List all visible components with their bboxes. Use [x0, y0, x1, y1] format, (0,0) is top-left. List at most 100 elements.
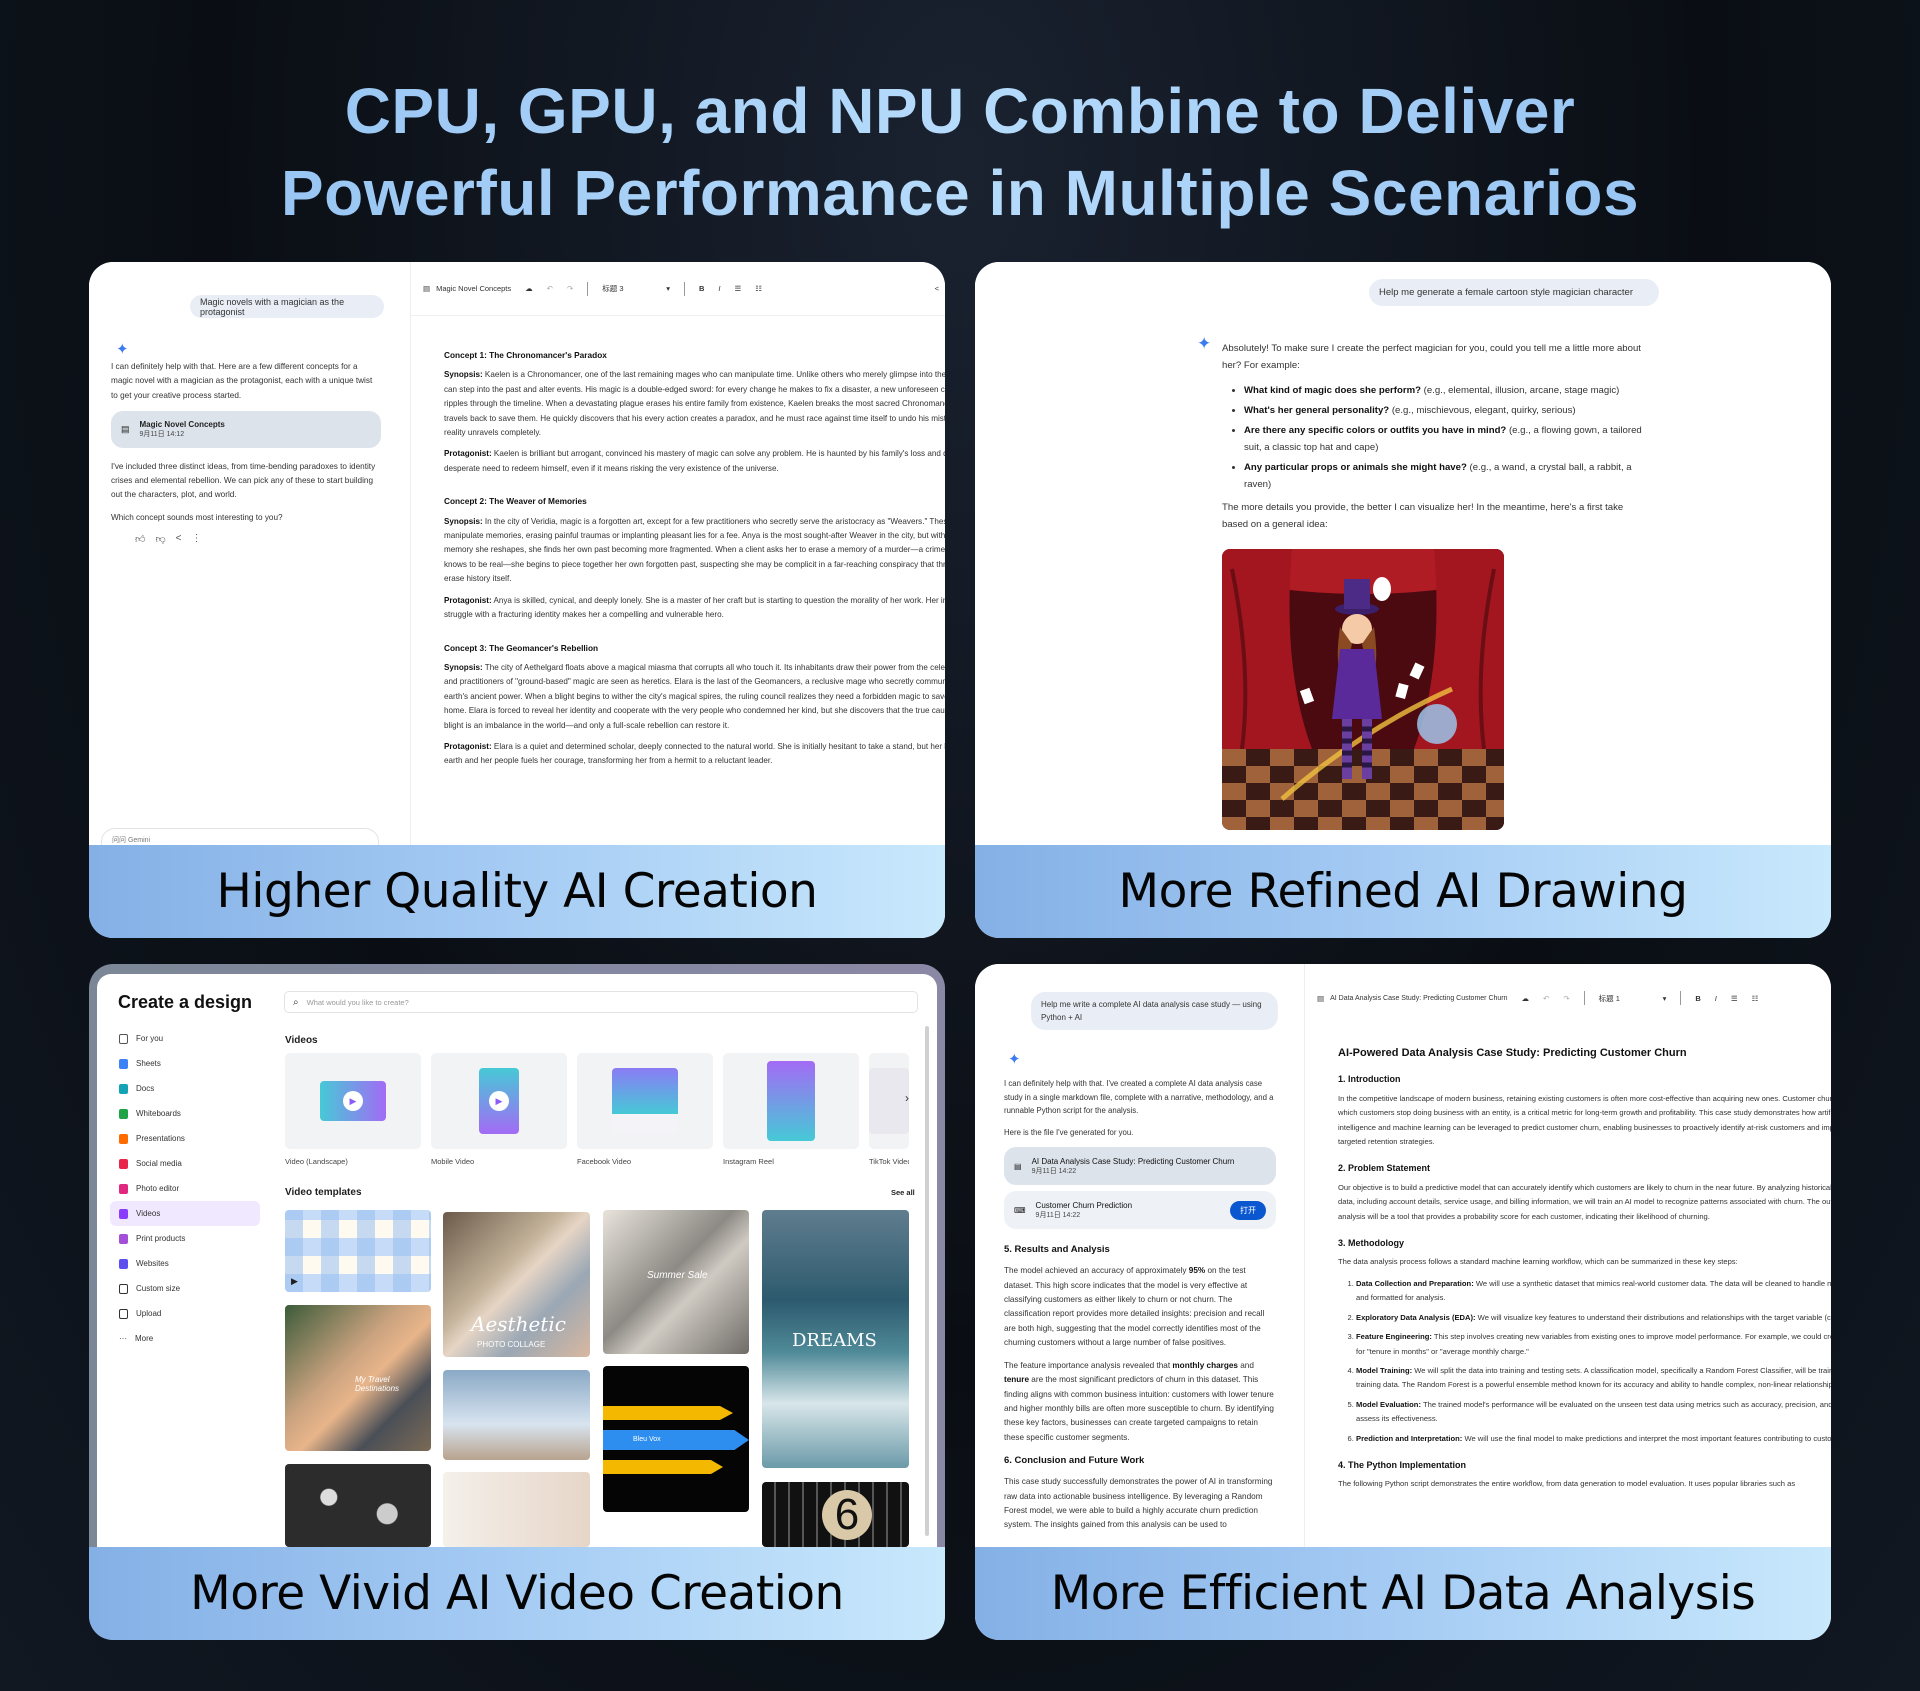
floor-tile — [1222, 783, 1246, 800]
gemini-canvas-screen: Help me write a complete AI data analysi… — [975, 964, 1831, 1547]
floor-tile — [1318, 783, 1342, 800]
sidebar-item-label: Custom size — [136, 1284, 181, 1293]
section-text: This case study successfully demonstrate… — [1004, 1475, 1276, 1532]
reply-text: I can definitely help with that. I've cr… — [1004, 1079, 1274, 1115]
panel-ai-video: Create a design ⌕ What would you like to… — [89, 964, 945, 1640]
sidebar-item-social-media[interactable]: Social media — [110, 1151, 260, 1176]
bold-button[interactable]: B — [1695, 993, 1701, 1003]
paragraph-label: Protagonist: — [444, 595, 492, 605]
doc-body: Concept 1: The Chronomancer's Paradox Syn… — [444, 336, 945, 776]
template-collage[interactable]: Aesthetic PHOTO COLLAGE — [443, 1212, 590, 1357]
step-text: We will use a synthetic dataset that mim… — [1356, 1278, 1831, 1303]
concept-paragraph: Protagonist: Elara is a quiet and determ… — [444, 740, 945, 769]
template-portrait[interactable] — [443, 1472, 590, 1547]
upload-icon — [119, 1308, 128, 1319]
floor-tile — [1246, 766, 1270, 783]
open-button[interactable]: 打开 — [1230, 1200, 1266, 1220]
next-arrow-icon[interactable]: › — [905, 1091, 909, 1105]
sidebar-item-upload[interactable]: Upload — [110, 1301, 260, 1326]
chevron-down-icon[interactable]: ▾ — [666, 284, 670, 293]
undo-icon[interactable]: ↶ — [1543, 993, 1550, 1003]
sidebar-item-custom-size[interactable]: Custom size — [110, 1276, 260, 1301]
sidebar-item-label: Whiteboards — [136, 1109, 181, 1118]
floor-tile — [1366, 783, 1390, 800]
chevron-down-icon[interactable]: ▾ — [1662, 993, 1667, 1003]
sidebar-item-docs[interactable]: Docs — [110, 1076, 260, 1101]
sidebar-item-presentations[interactable]: Presentations — [110, 1126, 260, 1151]
canva-create-design-screen: Create a design ⌕ What would you like to… — [97, 974, 937, 1547]
template-countdown[interactable]: 6 — [762, 1482, 909, 1547]
floor-tile — [1486, 766, 1504, 783]
sidebar-item-for-you[interactable]: For you — [110, 1026, 260, 1051]
more-icon[interactable]: ⋮ — [191, 533, 202, 545]
template-travel[interactable]: My Travel Destinations — [285, 1305, 431, 1451]
floor-tile — [1270, 749, 1294, 766]
page-title: Create a design — [118, 992, 253, 1012]
bullet-list-icon[interactable]: ☰ — [1730, 993, 1738, 1003]
thumbs-up-icon[interactable]: 👍︎ — [135, 534, 146, 546]
template-bleu-vox[interactable]: Bleu Vox — [603, 1366, 749, 1512]
paragraph-text: Kaelen is brilliant but arrogant, convin… — [444, 449, 945, 473]
numbered-list-icon[interactable]: ☷ — [755, 284, 762, 293]
template-summer-sale[interactable]: Summer Sale — [603, 1210, 749, 1354]
design-search-input[interactable]: ⌕ What would you like to create? — [284, 991, 918, 1013]
sidebar-item-label: Social media — [136, 1159, 182, 1168]
sidebar-item-print-products[interactable]: Print products — [110, 1226, 260, 1251]
panel-ai-data-analysis: Help me write a complete AI data analysi… — [975, 964, 1831, 1640]
gemini-sparkle-icon: ✦ — [116, 341, 129, 358]
share-icon[interactable]: < — [175, 533, 182, 545]
italic-button[interactable]: I — [1714, 993, 1717, 1003]
sidebar-item-more[interactable]: ··· More — [110, 1326, 260, 1351]
sidebar-item-videos[interactable]: Videos — [110, 1201, 260, 1226]
share-icon[interactable]: < — [934, 284, 939, 293]
video-type-card[interactable] — [723, 1053, 859, 1149]
caption: More Refined AI Drawing — [975, 845, 1831, 938]
heading-style-select[interactable]: 标题 3 — [602, 284, 624, 293]
paragraph-label: Protagonist: — [444, 449, 492, 459]
floor-tile — [1246, 817, 1270, 830]
sidebar-item-photo-editor[interactable]: Photo editor — [110, 1176, 260, 1201]
question-list: What kind of magic does she perform? (e.… — [1222, 382, 1652, 493]
floor-tile — [1462, 749, 1486, 766]
italic-button[interactable]: I — [718, 284, 721, 293]
template-dreams[interactable]: DREAMS — [762, 1210, 909, 1468]
redo-icon[interactable]: ↷ — [1563, 993, 1570, 1003]
template-photos[interactable] — [285, 1464, 431, 1547]
bullet-list-icon[interactable]: ☰ — [734, 284, 742, 293]
video-type-card[interactable] — [577, 1053, 713, 1149]
sidebar-item-whiteboards[interactable]: Whiteboards — [110, 1101, 260, 1126]
undo-icon[interactable]: ↶ — [546, 284, 553, 293]
chat-input[interactable]: 问问 Gemini — [101, 828, 379, 845]
sidebar-item-websites[interactable]: Websites — [110, 1251, 260, 1276]
section-text: The model achieved an accuracy of approx… — [1004, 1264, 1276, 1350]
template-sky[interactable] — [443, 1370, 590, 1460]
section-heading: 6. Conclusion and Future Work — [1004, 1454, 1145, 1466]
chat-sections: 5. Results and Analysis The model achieve… — [1004, 1243, 1276, 1533]
generated-magician-image[interactable] — [1222, 549, 1504, 830]
see-all-link[interactable]: See all — [891, 1188, 915, 1197]
scrollbar[interactable] — [925, 1026, 929, 1536]
paragraph-label: Protagonist: — [444, 741, 492, 751]
video-type-card[interactable]: ▶ — [431, 1053, 567, 1149]
file-card[interactable]: ▤ AI Data Analysis Case Study: Predictin… — [1004, 1147, 1276, 1185]
more-icon: ··· — [119, 1333, 127, 1343]
numbered-list-icon[interactable]: ☷ — [1751, 993, 1759, 1003]
bold-button[interactable]: B — [699, 284, 705, 293]
template-gingham[interactable]: ▶ — [285, 1210, 431, 1292]
heading-style-select[interactable]: 标题 1 — [1598, 993, 1620, 1003]
sidebar-item-label: Sheets — [136, 1059, 161, 1068]
sidebar-item-sheets[interactable]: Sheets — [110, 1051, 260, 1076]
video-type-card[interactable] — [869, 1053, 909, 1149]
floor-tile — [1294, 749, 1318, 766]
paragraph-label: Synopsis: — [444, 662, 483, 672]
question-label: Are there any specific colors or outfits… — [1244, 425, 1507, 436]
floor-tile — [1390, 749, 1414, 766]
user-prompt-bubble: Magic novels with a magician as the prot… — [190, 295, 384, 318]
thumbs-down-icon[interactable]: 👎︎ — [155, 534, 166, 546]
code-card[interactable]: ⌨ Customer Churn Prediction 9月11日 14:22 打… — [1004, 1191, 1276, 1229]
question-item: Are there any specific colors or outfits… — [1244, 422, 1652, 456]
thumb-text: Bleu Vox — [603, 1430, 749, 1450]
video-type-card[interactable]: ▶ — [285, 1053, 421, 1149]
file-card[interactable]: ▤ Magic Novel Concepts 9月11日 14:12 — [111, 410, 381, 448]
redo-icon[interactable]: ↷ — [566, 284, 574, 293]
